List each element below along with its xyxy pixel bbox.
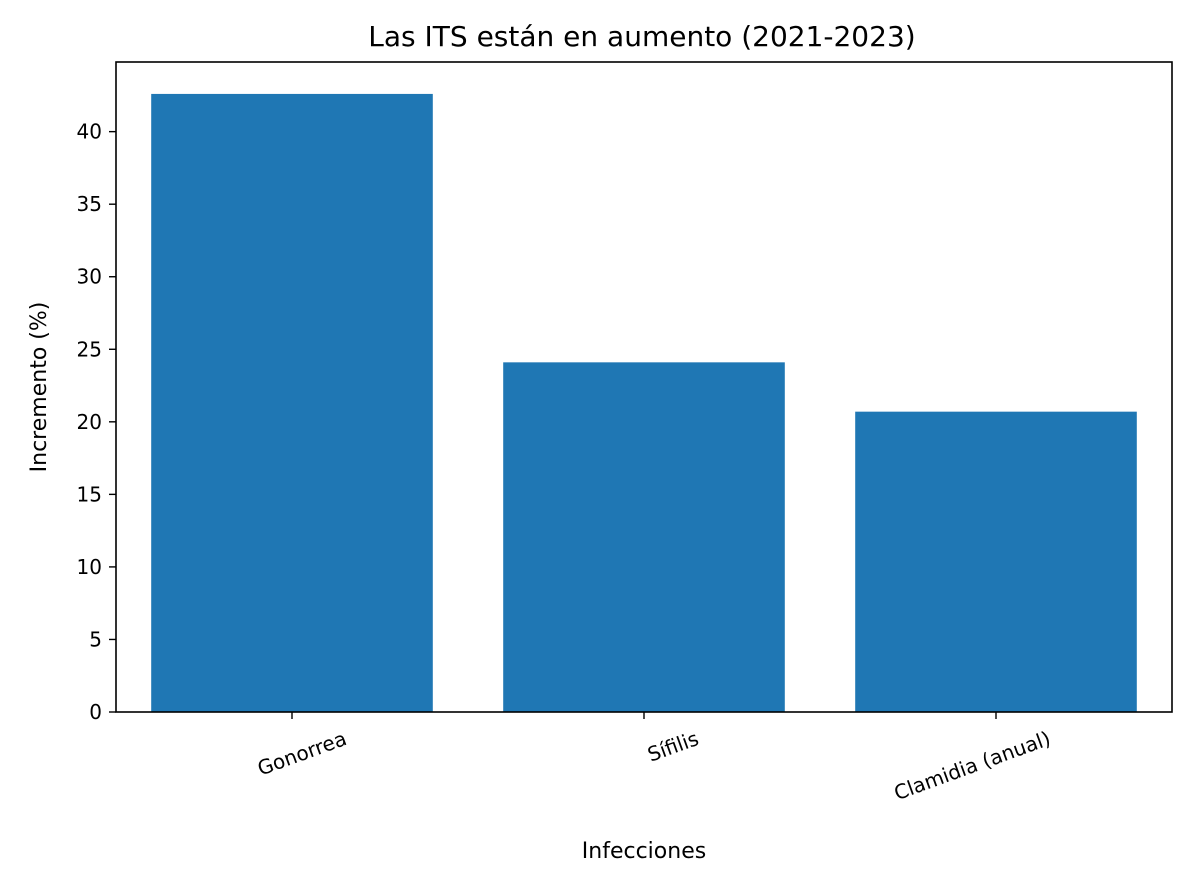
bar-1 <box>503 362 785 712</box>
y-tick-label-0: 0 <box>89 700 102 724</box>
y-tick-label-3: 15 <box>77 482 102 506</box>
y-axis-label: Incremento (%) <box>27 302 52 473</box>
y-tick-label-6: 30 <box>77 265 102 289</box>
bars-layer <box>151 93 1137 713</box>
bar-0 <box>151 93 433 713</box>
y-tick-label-1: 5 <box>89 627 102 651</box>
x-tick-label-1: Sífilis <box>644 726 701 766</box>
y-tick-label-4: 20 <box>77 410 102 434</box>
y-tick-label-2: 10 <box>77 555 102 579</box>
chart-title: Las ITS están en aumento (2021-2023) <box>368 20 915 53</box>
bar-2 <box>855 411 1137 712</box>
x-tick-label-0: Gonorrea <box>254 726 349 780</box>
x-axis-label: Infecciones <box>582 839 706 864</box>
y-tick-label-8: 40 <box>77 120 102 144</box>
plot-frame <box>115 61 1173 713</box>
y-tick-label-7: 35 <box>77 192 102 216</box>
x-tick-label-2: Clamidia (anual) <box>891 726 1054 805</box>
y-tick-label-5: 25 <box>77 337 102 361</box>
